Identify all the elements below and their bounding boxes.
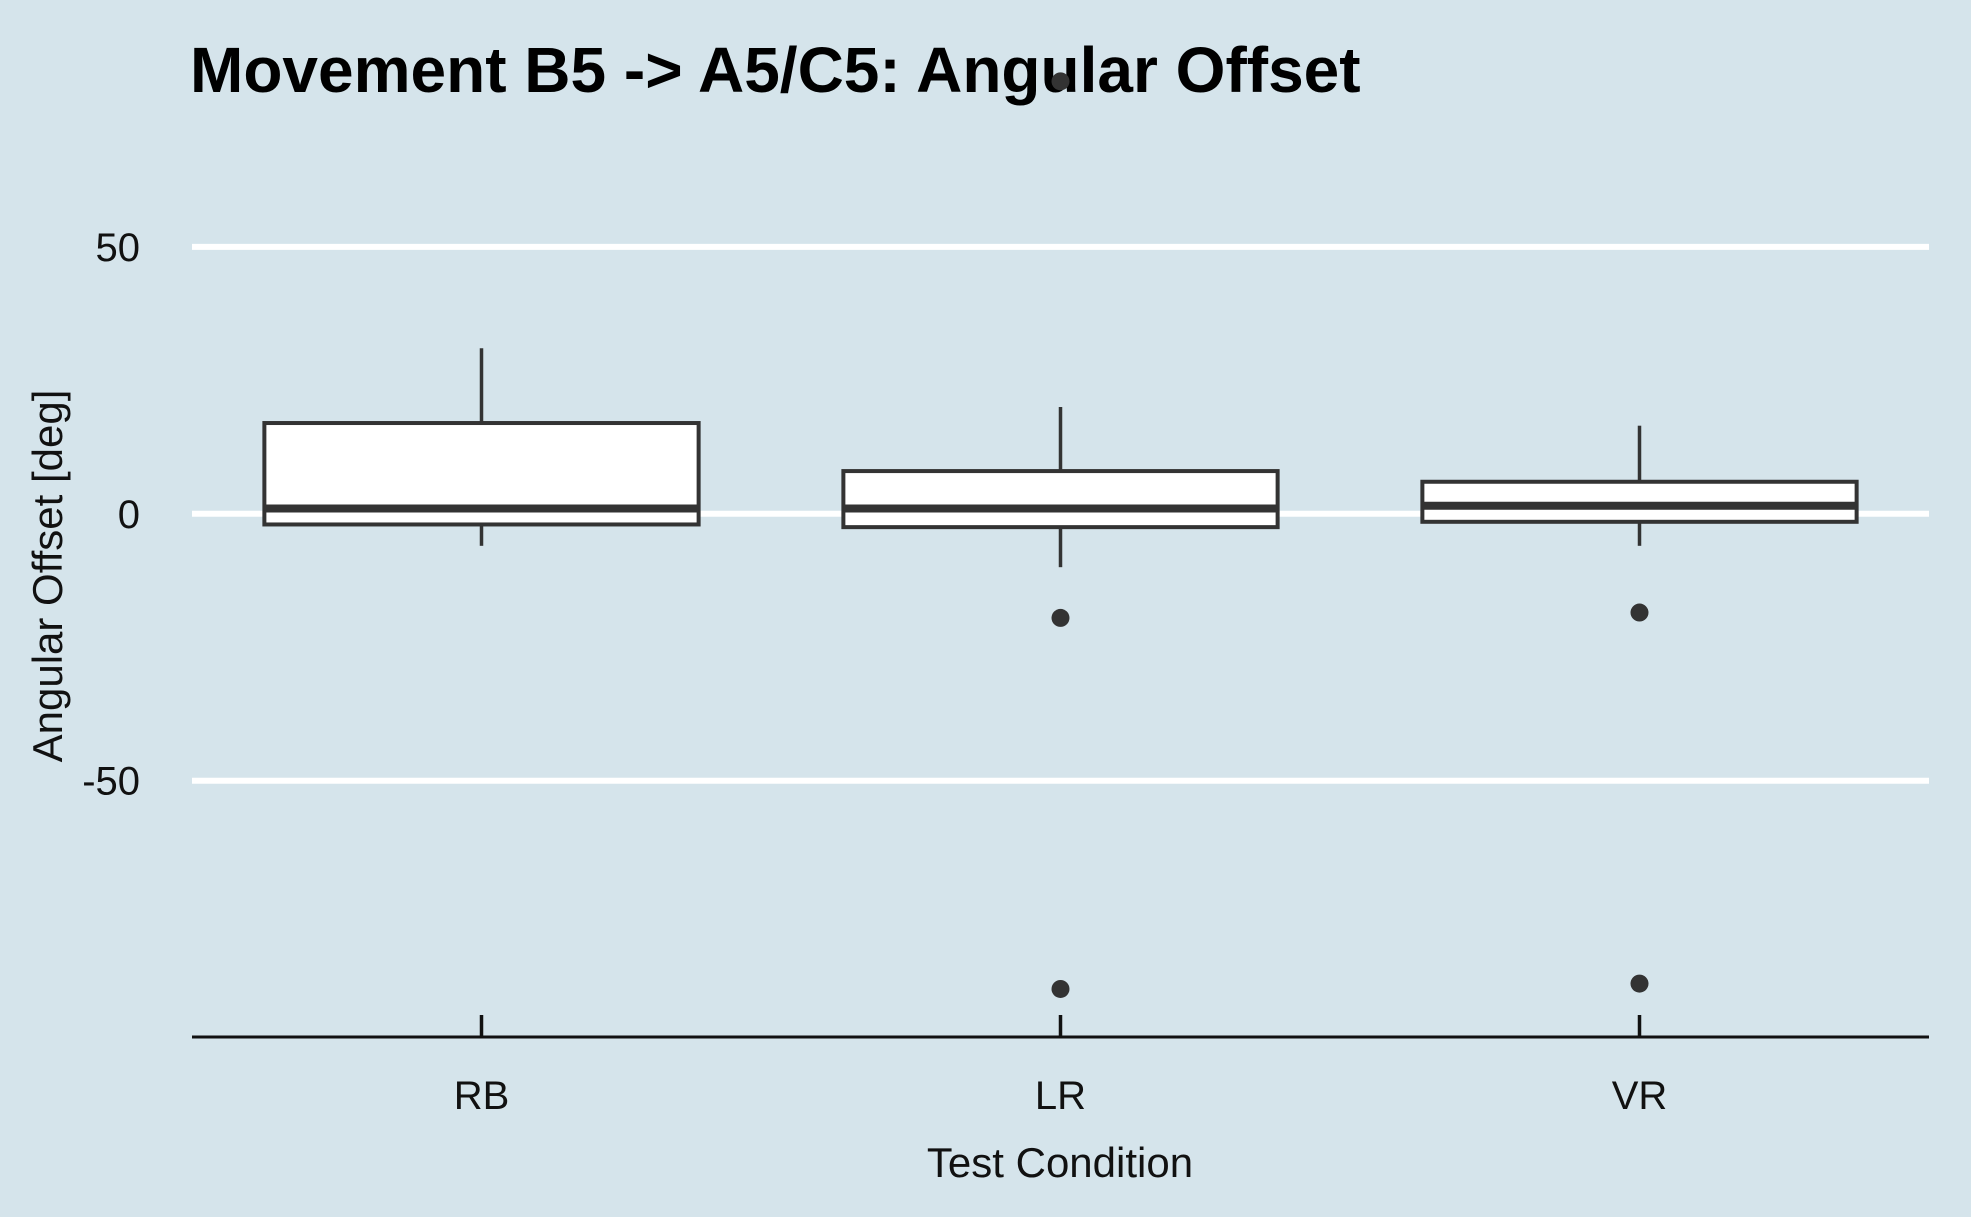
box-group-lr (841, 72, 1280, 998)
box-group-vr (1420, 425, 1859, 993)
y-tick-labels: 50 0 -50 (82, 226, 140, 804)
outlier-point (1051, 979, 1070, 998)
iqr-box (841, 469, 1280, 530)
x-tick-label-lr: LR (1035, 1074, 1086, 1118)
chart-title: Movement B5 -> A5/C5: Angular Offset (190, 34, 1361, 106)
y-tick-label: -50 (82, 760, 140, 804)
box-group-rb (262, 348, 701, 546)
outlier-point (1051, 72, 1070, 91)
outlier-point (1630, 603, 1649, 622)
x-axis-label: Test Condition (927, 1139, 1193, 1186)
x-tick-label-rb: RB (454, 1074, 510, 1118)
y-axis-label: Angular Offset [deg] (24, 390, 71, 763)
outlier-point (1051, 608, 1070, 627)
x-ticks: RB LR VR (454, 1015, 1668, 1118)
x-tick-label-vr: VR (1612, 1074, 1668, 1118)
iqr-box (1420, 479, 1859, 524)
y-tick-label: 50 (96, 226, 141, 270)
y-tick-label: 0 (118, 493, 140, 537)
outlier-point (1630, 974, 1649, 993)
box-layer (262, 72, 1859, 998)
